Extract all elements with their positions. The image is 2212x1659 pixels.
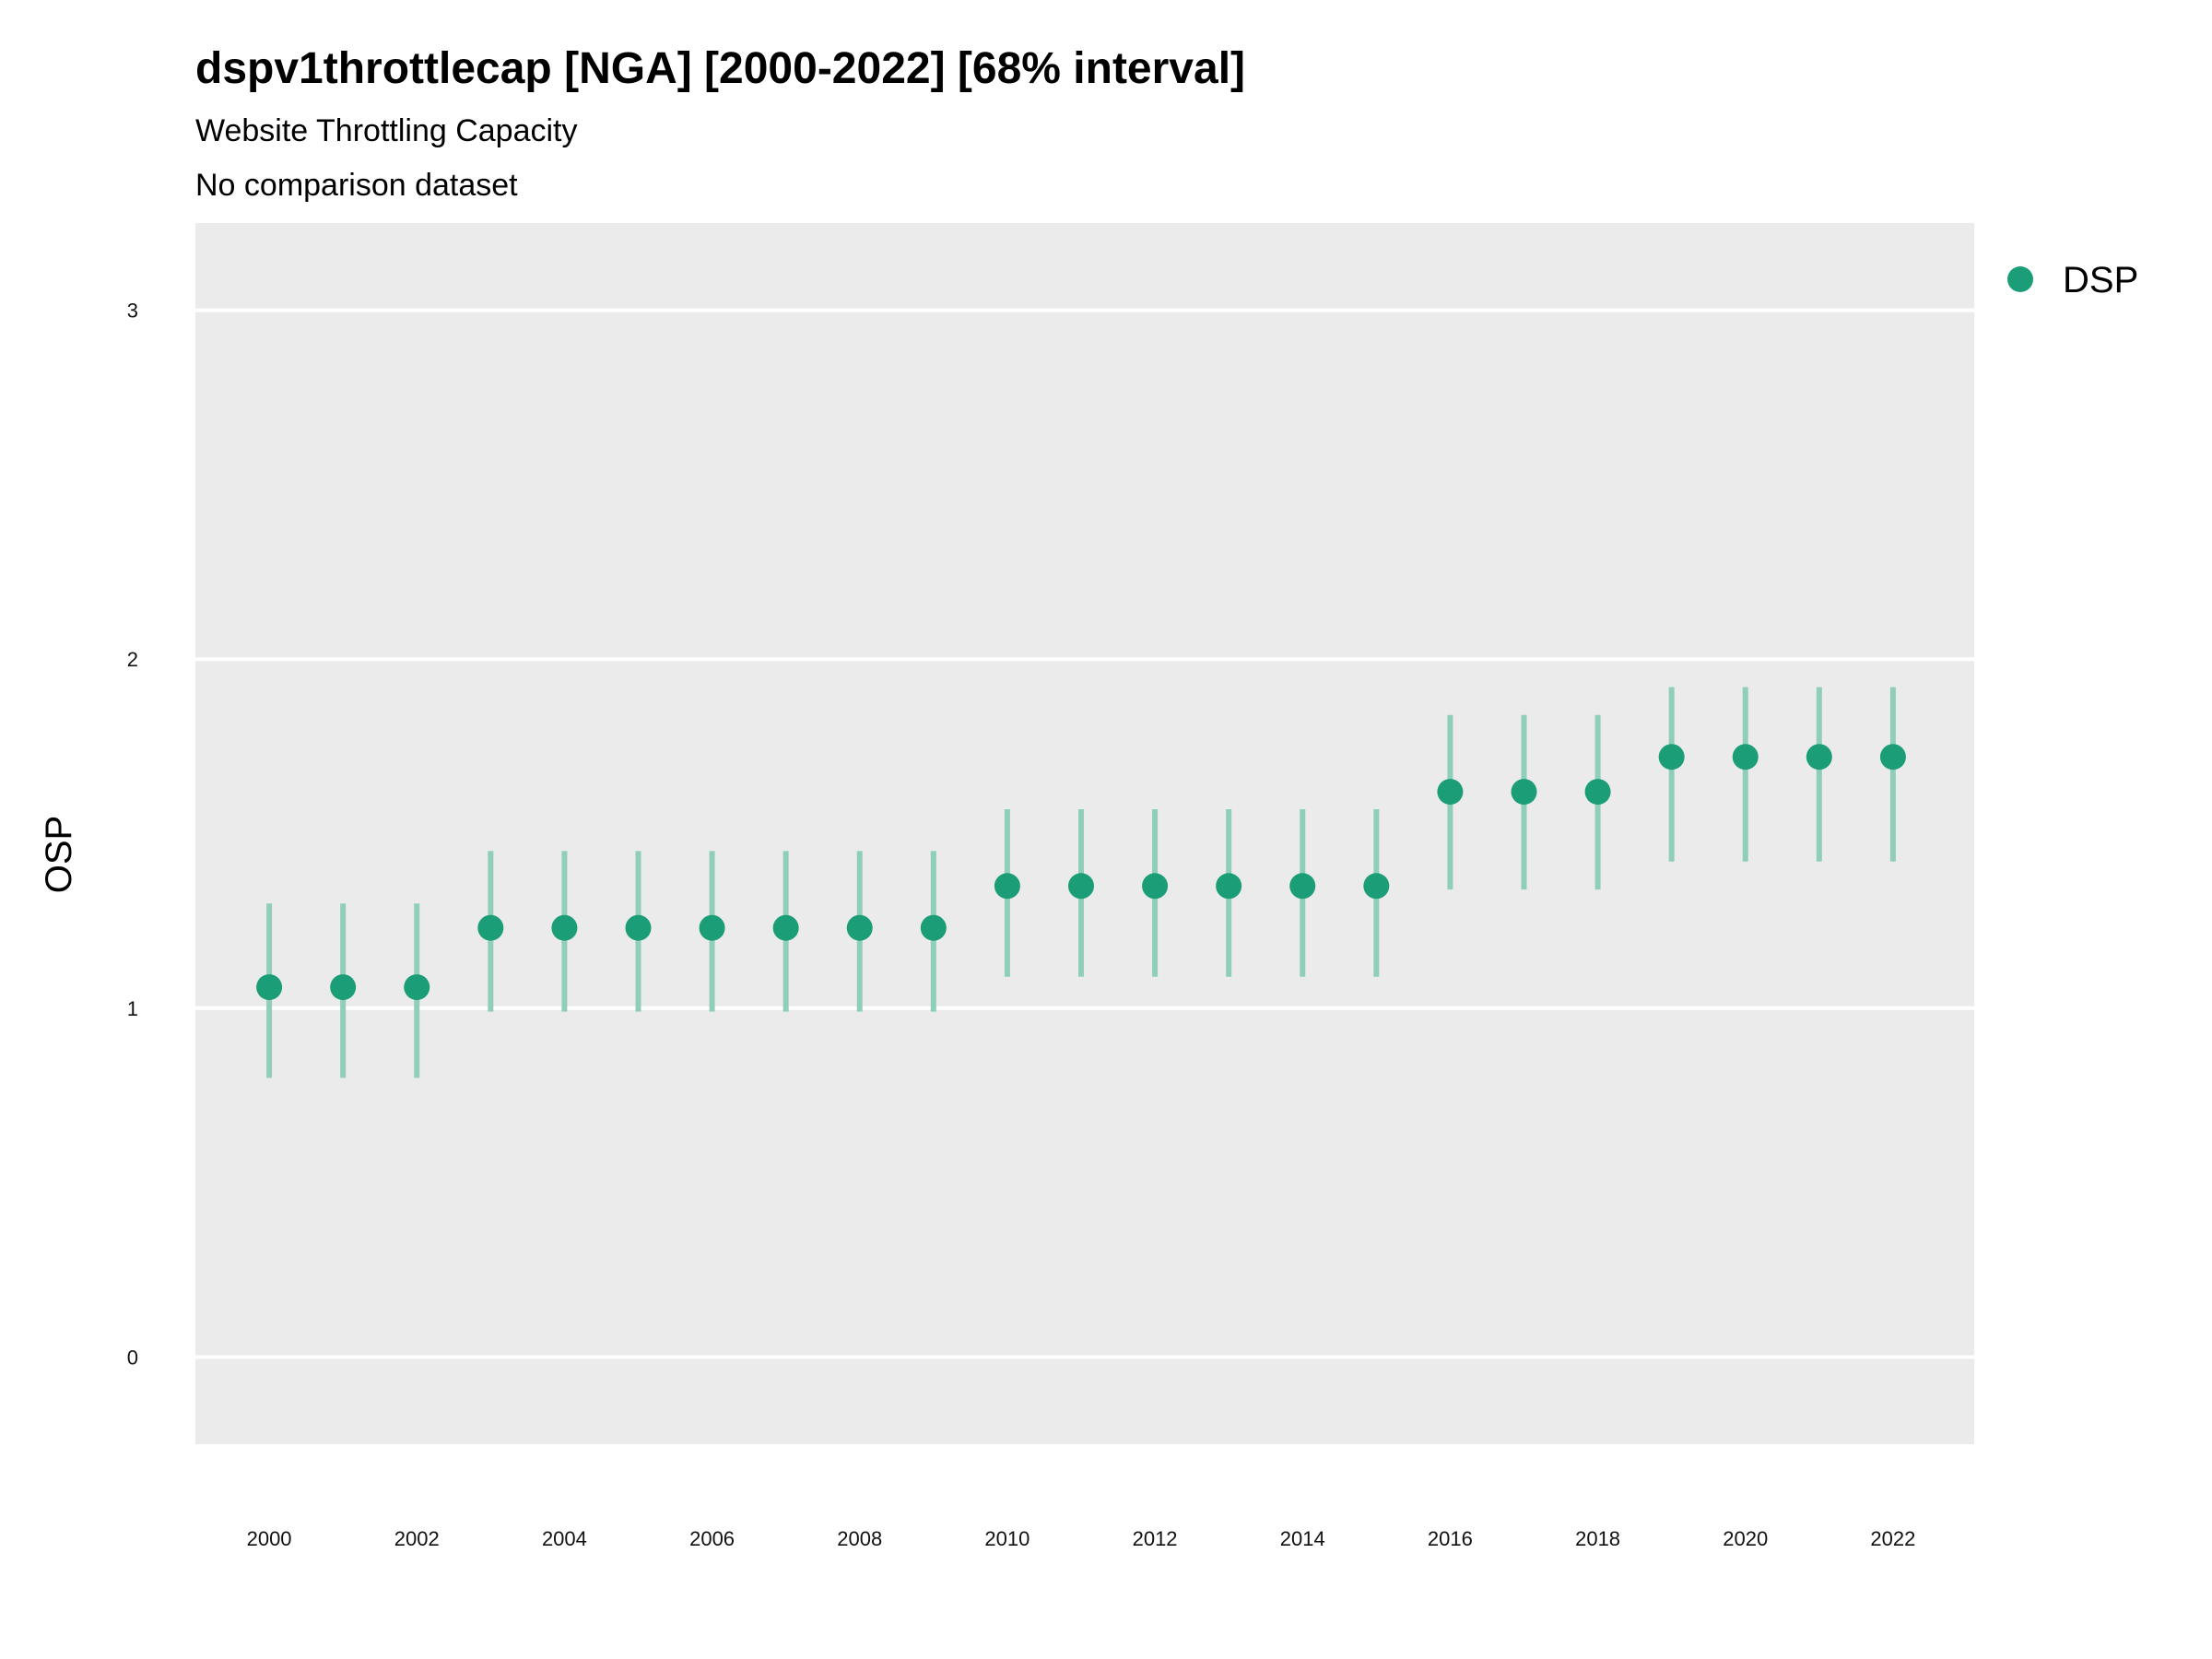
chart-title: dspv1throttlecap [NGA] [2000-2022] [68% … [195, 44, 1245, 93]
data-points [256, 744, 1906, 1001]
x-tick-2020: 2020 [1723, 1527, 1768, 1550]
data-point-2009 [920, 914, 947, 941]
data-point-2007 [772, 914, 799, 941]
data-point-2021 [1806, 744, 1832, 771]
data-point-2006 [699, 914, 725, 941]
chart-subtitle-2: No comparison dataset [195, 168, 518, 203]
y-axis-title: OSP [39, 816, 79, 893]
x-tick-2010: 2010 [984, 1527, 1030, 1550]
data-point-2019 [1658, 744, 1685, 771]
data-point-2002 [404, 974, 430, 1001]
legend: DSP [2007, 260, 2138, 300]
data-point-2020 [1732, 744, 1759, 771]
data-point-2016 [1437, 779, 1464, 806]
data-point-2014 [1289, 873, 1316, 900]
y-tick-labels: 0 1 2 3 [127, 300, 138, 1370]
y-tick-2: 2 [127, 648, 138, 671]
data-point-2011 [1067, 873, 1094, 900]
gridlines [154, 308, 1974, 1359]
x-tick-2006: 2006 [689, 1527, 735, 1550]
x-tick-2016: 2016 [1428, 1527, 1473, 1550]
chart-subtitle: Website Throttling Capacity [195, 113, 578, 148]
x-tick-labels: 2000 2002 2004 2006 2008 2010 2012 2014 2016 2018… [247, 1527, 1916, 1550]
legend-marker-dsp [2007, 266, 2033, 292]
data-point-2017 [1511, 779, 1537, 806]
y-tick-3: 3 [127, 300, 138, 323]
data-point-2008 [846, 914, 873, 941]
y-tick-1: 1 [127, 997, 138, 1020]
data-point-2022 [1879, 744, 1906, 771]
data-point-2001 [330, 974, 357, 1001]
x-tick-2022: 2022 [1870, 1527, 1915, 1550]
data-point-2010 [994, 873, 1020, 900]
x-tick-2014: 2014 [1280, 1527, 1325, 1550]
legend-label-dsp: DSP [2063, 260, 2138, 300]
data-point-2003 [477, 914, 504, 941]
x-tick-2018: 2018 [1575, 1527, 1620, 1550]
x-tick-2000: 2000 [247, 1527, 292, 1550]
data-point-2005 [625, 914, 652, 941]
x-tick-2004: 2004 [542, 1527, 587, 1550]
data-point-2000 [256, 974, 283, 1001]
x-tick-2008: 2008 [837, 1527, 882, 1550]
y-tick-0: 0 [127, 1346, 138, 1369]
data-point-2012 [1142, 873, 1169, 900]
data-point-2015 [1363, 873, 1390, 900]
data-point-2004 [551, 914, 578, 941]
plot-panel [195, 223, 1974, 1444]
x-tick-2012: 2012 [1133, 1527, 1178, 1550]
data-point-2018 [1584, 779, 1611, 806]
data-point-2013 [1216, 873, 1242, 900]
x-tick-2002: 2002 [394, 1527, 440, 1550]
